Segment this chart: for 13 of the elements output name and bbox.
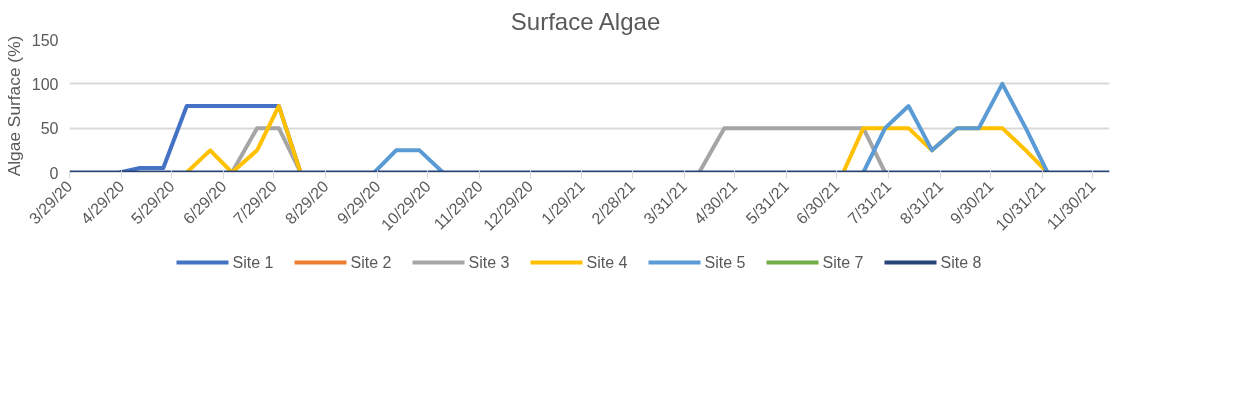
legend-label: Site 8	[940, 254, 982, 271]
legend-label: Site 2	[350, 254, 392, 271]
y-tick-label: 150	[31, 31, 59, 49]
y-axis-title: Algae Surface (%)	[3, 35, 24, 177]
legend-label: Site 3	[468, 254, 510, 271]
legend-label: Site 7	[822, 254, 864, 271]
y-tick-label: 100	[31, 75, 59, 93]
y-tick-label: 50	[40, 120, 59, 138]
y-tick-label: 0	[49, 164, 59, 182]
legend-label: Site 5	[704, 254, 746, 271]
chart-title: Surface Algae	[510, 7, 661, 35]
legend-label: Site 4	[586, 254, 628, 271]
legend-label: Site 1	[232, 254, 274, 271]
